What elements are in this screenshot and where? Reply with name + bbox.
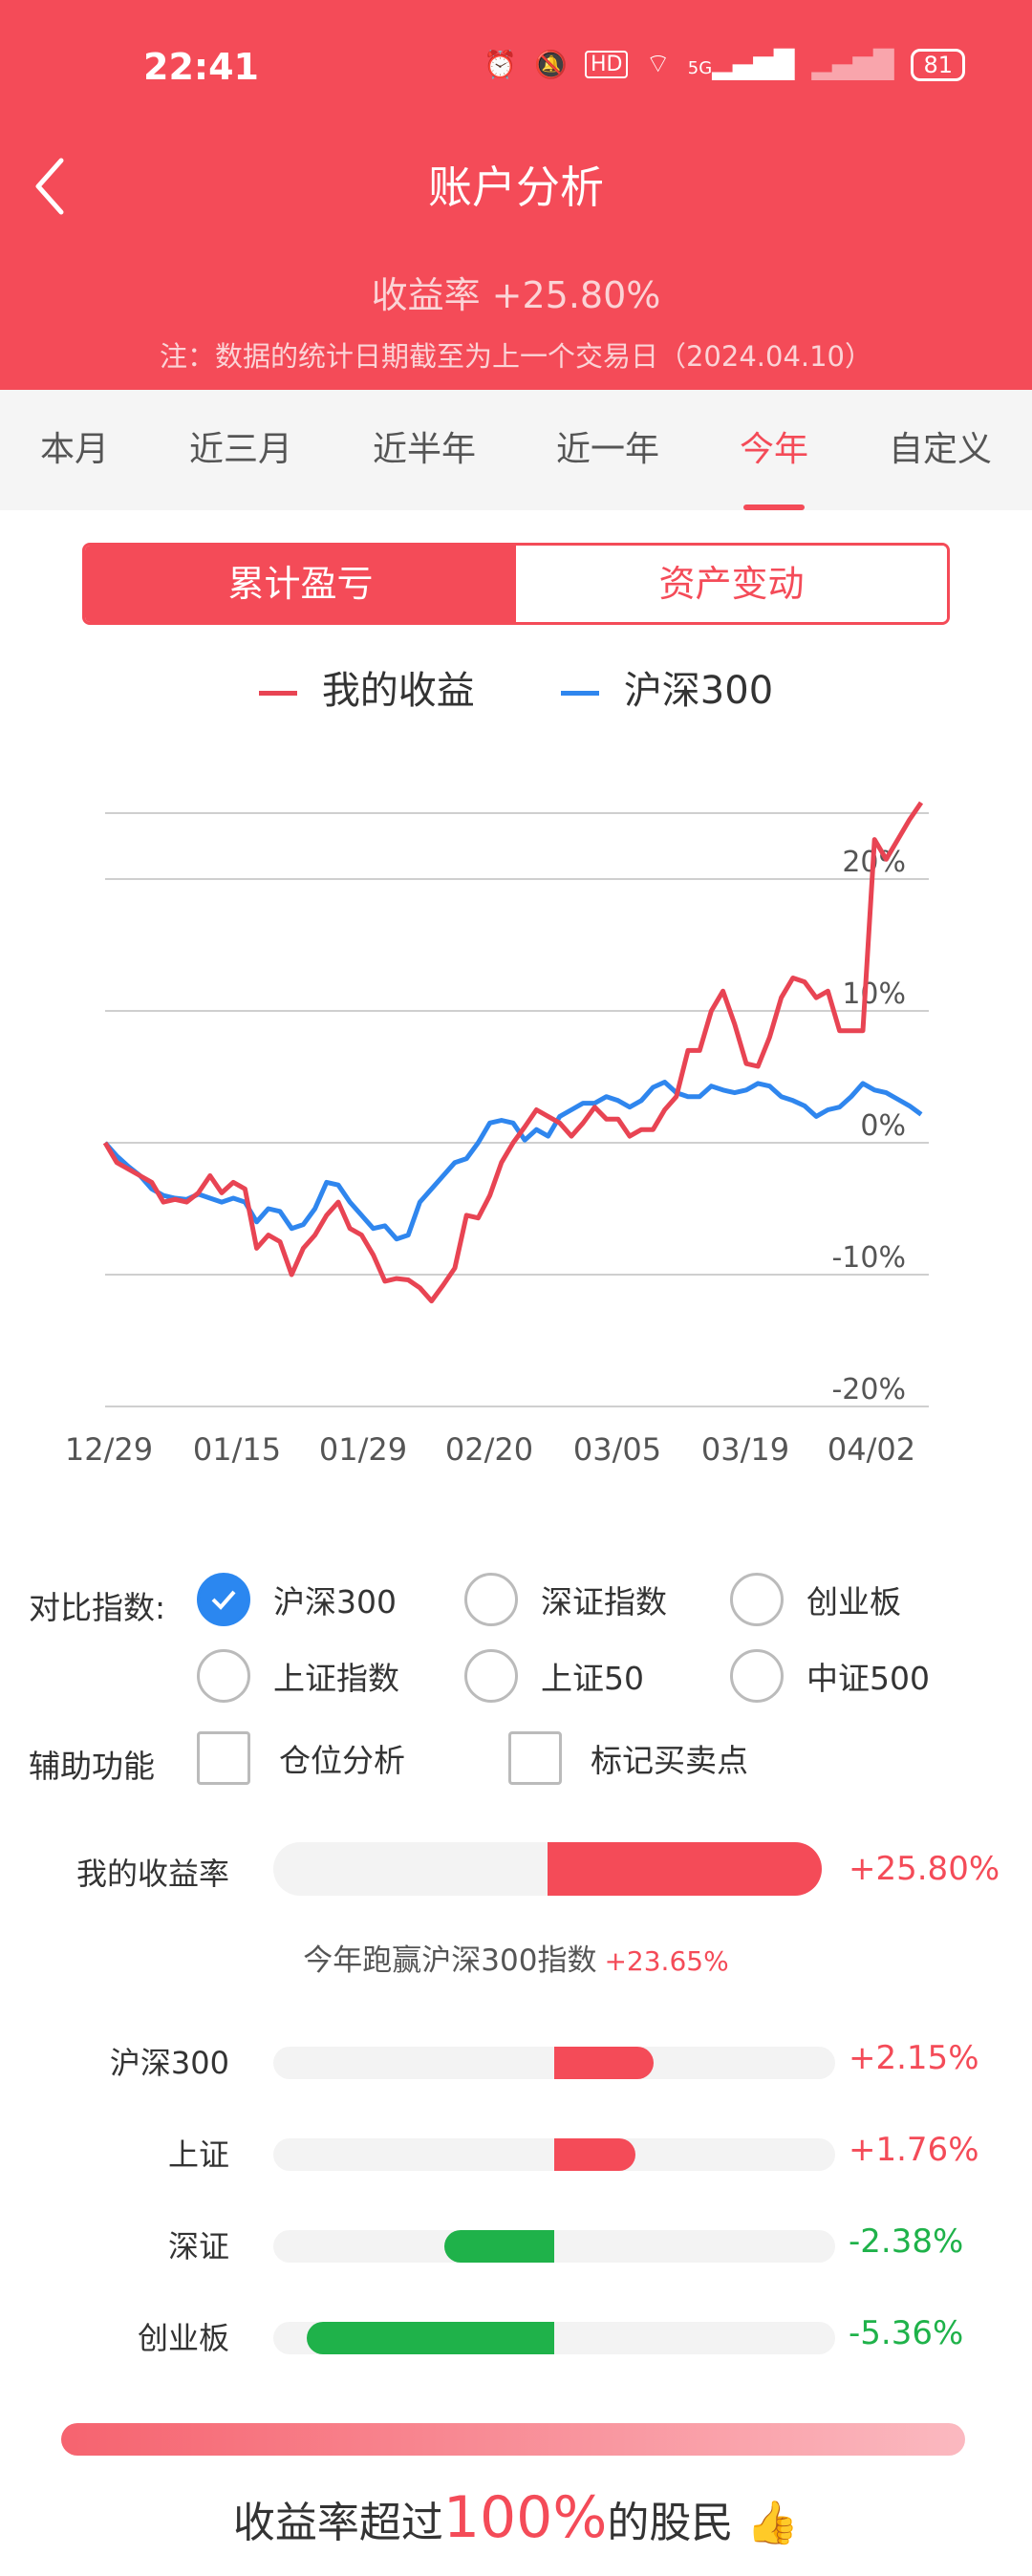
wifi-icon: ⌔	[645, 48, 671, 79]
option-sse50[interactable]: 上证50	[464, 1649, 644, 1703]
status-icons: ⏰ 🔕 HD ⌔ 5G▂▄▆█ ▂▄▆█ 81	[484, 48, 965, 81]
period-tabs: 本月 近三月 近半年 近一年 今年 自定义	[0, 390, 1032, 510]
option-position-analysis[interactable]: 仓位分析	[197, 1731, 405, 1785]
index-bar	[554, 2047, 654, 2079]
hd-icon: HD	[584, 51, 629, 78]
series-line-index	[103, 1080, 923, 1242]
radio-icon[interactable]	[730, 1649, 784, 1703]
x-tick-label: 01/29	[319, 1431, 407, 1468]
battery-icon: 81	[911, 48, 965, 81]
index-name: 沪深300	[109, 2045, 229, 2081]
index-name: 深证	[167, 2228, 229, 2265]
tab-this-year[interactable]: 今年	[730, 390, 818, 510]
tab-half-year[interactable]: 近半年	[372, 430, 476, 469]
mute-icon: 🔕	[534, 49, 568, 80]
x-tick-label: 01/15	[193, 1431, 281, 1468]
index-value: -2.38%	[849, 2222, 964, 2261]
index-name: 上证	[167, 2136, 229, 2173]
index-bar	[554, 2138, 636, 2171]
index-value: +1.76%	[849, 2131, 979, 2169]
radio-icon[interactable]	[730, 1573, 784, 1626]
y-tick-label: 10%	[842, 977, 906, 1011]
progress-bar	[61, 2423, 965, 2456]
return-chart: 20%10%0%-10%-20% 12/29 01/15 01/29 02/20 03/…	[65, 801, 929, 1468]
x-tick-label: 12/29	[65, 1431, 153, 1468]
status-time: 22:41	[143, 46, 259, 88]
option-shindex[interactable]: 上证指数	[197, 1649, 399, 1703]
y-tick-label: -10%	[831, 1241, 906, 1275]
option-szindex[interactable]: 深证指数	[464, 1573, 667, 1626]
x-tick-label: 02/20	[445, 1431, 533, 1468]
beat-index-text: 今年跑赢沪深300指数 +23.65%	[303, 1943, 729, 1978]
radio-icon[interactable]	[464, 1649, 518, 1703]
aux-label: 辅助功能	[29, 1748, 155, 1785]
checkbox-icon[interactable]	[508, 1731, 562, 1785]
tab-3-months[interactable]: 近三月	[188, 430, 292, 469]
option-chinext[interactable]: 创业板	[730, 1573, 901, 1626]
tab-one-year[interactable]: 近一年	[555, 430, 659, 469]
my-return-value: +25.80%	[849, 1850, 1000, 1888]
x-tick-label: 03/19	[701, 1431, 789, 1468]
checkbox-icon[interactable]	[197, 1731, 250, 1785]
index-name: 创业板	[137, 2320, 229, 2356]
series-line-mine	[102, 801, 924, 1304]
radio-icon[interactable]	[197, 1649, 250, 1703]
return-summary: 收益率 +25.80%	[371, 274, 661, 316]
tab-month[interactable]: 本月	[39, 430, 109, 469]
index-value: +2.15%	[849, 2039, 979, 2077]
back-arrow-icon[interactable]	[27, 153, 75, 220]
my-return-bar	[548, 1842, 822, 1896]
y-tick-label: -20%	[831, 1373, 906, 1406]
asset-change-button[interactable]: 资产变动	[516, 546, 947, 622]
index-bar	[306, 2322, 554, 2354]
index-bar-track	[273, 2230, 835, 2263]
y-tick-label: 0%	[860, 1109, 906, 1143]
option-hs300[interactable]: 沪深300	[197, 1573, 397, 1626]
option-csi500[interactable]: 中证500	[730, 1649, 930, 1703]
alarm-icon: ⏰	[484, 49, 518, 80]
tab-custom[interactable]: 自定义	[888, 430, 992, 469]
index-value: -5.36%	[849, 2314, 964, 2352]
legend-mine: 我的收益	[258, 659, 475, 715]
legend-index: 沪深300	[560, 659, 773, 715]
option-mark-trades[interactable]: 标记买卖点	[508, 1731, 748, 1785]
cumulative-pnl-button[interactable]: 累计盈亏	[85, 546, 516, 622]
signal-2-icon: ▂▄▆█	[811, 49, 894, 80]
index-bar	[443, 2230, 554, 2263]
chart-legend: 我的收益 沪深300	[0, 659, 1032, 715]
radio-icon[interactable]	[464, 1573, 518, 1626]
date-note: 注：数据的统计日期截至为上一个交易日（2024.04.10）	[159, 340, 873, 373]
x-tick-label: 03/05	[573, 1431, 661, 1468]
thumbs-up-icon: 👍	[746, 2499, 800, 2547]
header: 22:41 ⏰ 🔕 HD ⌔ 5G▂▄▆█ ▂▄▆█ 81 账户分析 收益率 +…	[0, 0, 1032, 390]
signal-icon: 5G▂▄▆█	[687, 49, 795, 80]
my-return-label: 我的收益率	[75, 1856, 229, 1892]
compare-label: 对比指数:	[29, 1589, 166, 1626]
x-tick-label: 04/02	[828, 1431, 915, 1468]
view-toggle: 累计盈亏 资产变动	[82, 543, 950, 625]
page-title: 账户分析	[428, 161, 604, 213]
checkmark-icon[interactable]	[197, 1573, 250, 1626]
summary-text: 收益率超过100%的股民 👍	[232, 2484, 800, 2551]
